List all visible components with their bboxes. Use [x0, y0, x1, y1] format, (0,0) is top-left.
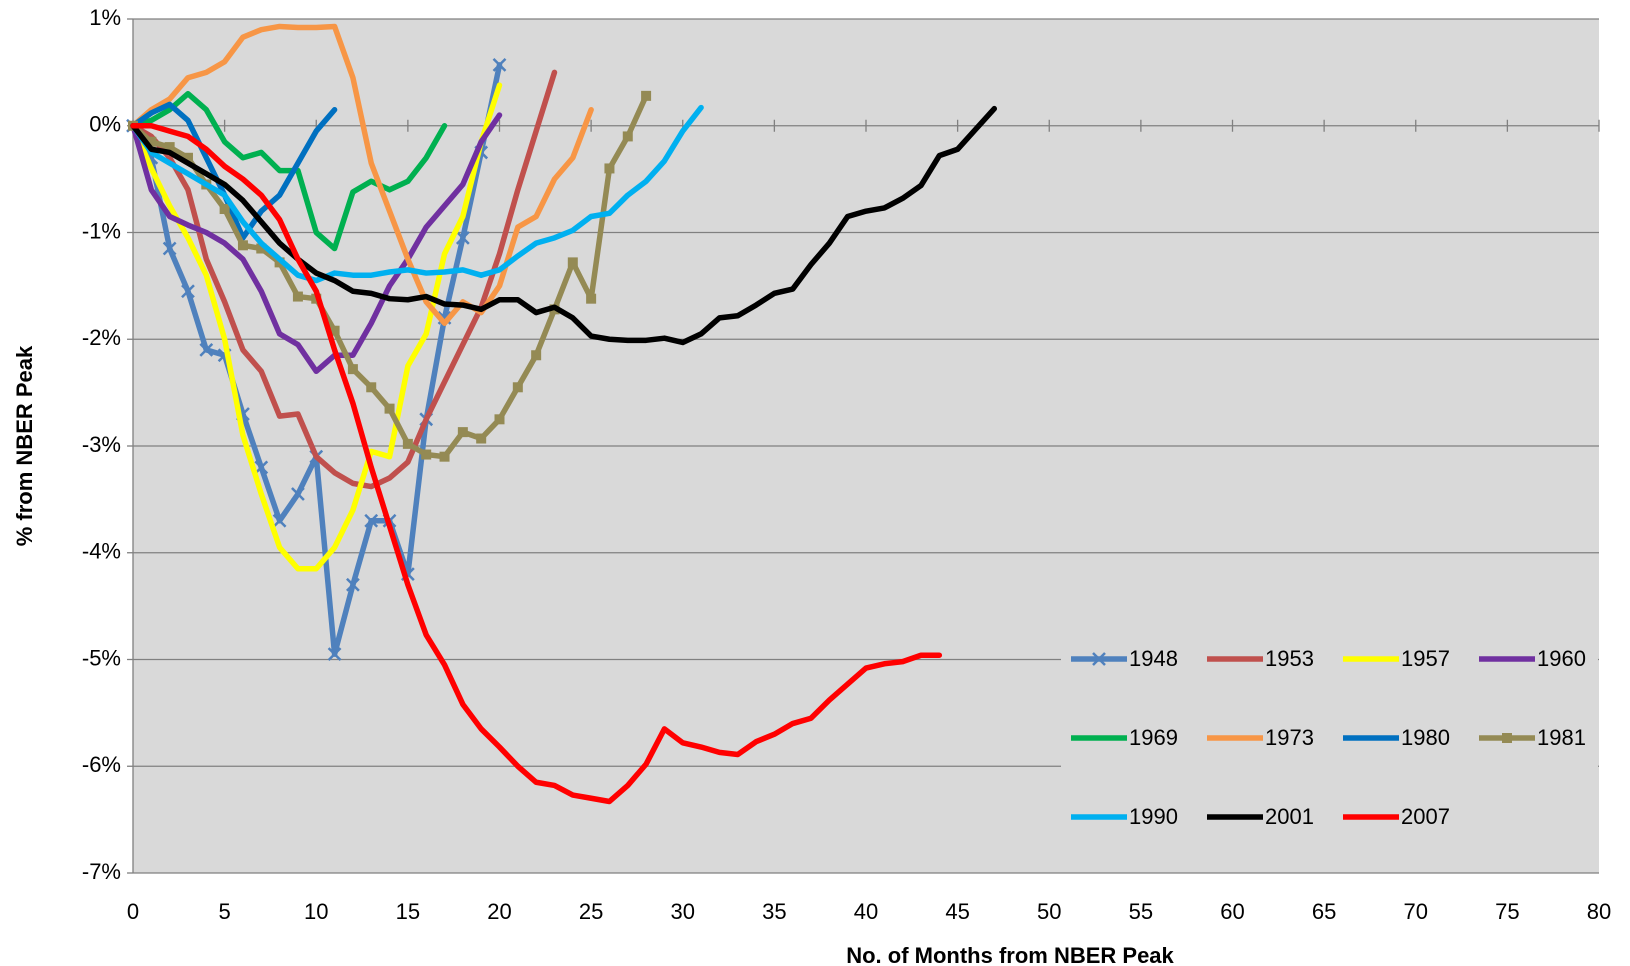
- x-tick-label: 75: [1495, 899, 1519, 924]
- marker: [291, 487, 305, 501]
- legend-marker: [1092, 652, 1106, 666]
- x-axis-title: No. of Months from NBER Peak: [846, 943, 1174, 966]
- marker: [384, 403, 395, 414]
- x-tick-label: 45: [945, 899, 969, 924]
- marker: [476, 433, 487, 444]
- y-tick-label: -7%: [82, 859, 121, 884]
- x-tick-label: 65: [1312, 899, 1336, 924]
- marker: [347, 364, 358, 375]
- marker: [256, 243, 267, 254]
- marker: [492, 58, 507, 72]
- marker: [455, 230, 470, 245]
- marker: [512, 382, 523, 393]
- x-tick-label: 35: [762, 899, 786, 924]
- y-tick-label: 1%: [89, 5, 121, 30]
- marker: [641, 90, 652, 101]
- x-tick-label: 70: [1404, 899, 1428, 924]
- marker: [182, 152, 193, 163]
- y-axis-title: % from NBER Peak: [12, 345, 37, 546]
- y-tick-label: -6%: [82, 752, 121, 777]
- series-line: [130, 101, 338, 241]
- marker: [327, 647, 342, 662]
- marker: [146, 136, 157, 147]
- y-tick-label: -1%: [82, 218, 121, 243]
- legend-label: 1990: [1129, 804, 1178, 829]
- x-tick-label: 20: [487, 899, 511, 924]
- marker: [237, 240, 248, 251]
- series-line: [130, 90, 448, 252]
- marker: [162, 241, 177, 256]
- x-tick-label: 50: [1037, 899, 1061, 924]
- marker: [164, 142, 175, 153]
- x-tick-label: 30: [671, 899, 695, 924]
- x-tick-label: 25: [579, 899, 603, 924]
- marker: [272, 513, 287, 528]
- series-line: [130, 123, 943, 805]
- x-tick-label: 40: [854, 899, 878, 924]
- marker: [457, 427, 468, 438]
- x-tick-label: 60: [1220, 899, 1244, 924]
- legend-label: 2007: [1401, 804, 1450, 829]
- marker: [181, 284, 195, 299]
- x-tick-label: 10: [304, 899, 328, 924]
- legend-label: 2001: [1265, 804, 1314, 829]
- y-tick-label: 0%: [89, 112, 121, 137]
- y-tick-label: -2%: [82, 325, 121, 350]
- marker: [254, 460, 269, 475]
- marker: [402, 438, 413, 449]
- series-line: [130, 23, 594, 326]
- series-line: [130, 112, 503, 375]
- marker: [364, 513, 379, 528]
- legend-marker: [1502, 733, 1512, 743]
- y-tick-label: -5%: [82, 645, 121, 670]
- marker: [421, 449, 432, 460]
- series-line: [130, 69, 558, 490]
- marker: [292, 291, 303, 302]
- legend-label: 1957: [1401, 646, 1450, 671]
- marker: [366, 382, 377, 393]
- series-line: [130, 82, 503, 572]
- marker: [199, 343, 214, 357]
- marker: [439, 451, 450, 462]
- series-line: [130, 105, 998, 346]
- x-tick-label: 5: [219, 899, 231, 924]
- x-tick-label: 15: [396, 899, 420, 924]
- marker: [494, 414, 505, 425]
- x-tick-label: 80: [1587, 899, 1611, 924]
- x-tick-label: 0: [127, 899, 139, 924]
- legend-label: 1980: [1401, 725, 1450, 750]
- y-tick-label: -3%: [82, 432, 121, 457]
- legend-label: 1960: [1537, 646, 1586, 671]
- marker: [604, 163, 615, 174]
- marker: [346, 577, 360, 592]
- marker: [567, 257, 578, 268]
- legend-label: 1948: [1129, 646, 1178, 671]
- legend-label: 1973: [1265, 725, 1314, 750]
- legend-label: 1981: [1537, 725, 1586, 750]
- marker: [329, 325, 340, 336]
- legend-label: 1953: [1265, 646, 1314, 671]
- series-line: [130, 104, 704, 284]
- x-tick-label: 55: [1129, 899, 1153, 924]
- y-tick-label: -4%: [82, 539, 121, 564]
- marker: [622, 131, 633, 142]
- legend-label: 1969: [1129, 725, 1178, 750]
- marker: [586, 293, 597, 304]
- marker: [219, 204, 230, 215]
- marker: [531, 350, 542, 361]
